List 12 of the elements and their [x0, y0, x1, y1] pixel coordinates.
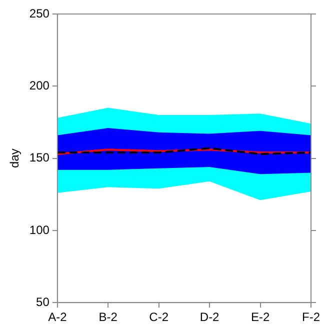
y-tick-label: 50: [36, 294, 50, 309]
x-tick-label: A-2: [48, 310, 68, 324]
x-tick-label: C-2: [149, 310, 169, 324]
x-tick-label: F-2: [302, 310, 320, 324]
y-axis-title: day: [8, 148, 22, 168]
y-tick-label: 200: [29, 78, 50, 92]
x-tick-label: E-2: [250, 310, 270, 324]
x-tick-label: D-2: [200, 310, 220, 324]
x-tick-label: B-2: [98, 310, 118, 324]
y-tick-label: 150: [29, 150, 50, 165]
y-tick-label: 250: [29, 6, 50, 20]
y-tick-label: 100: [29, 222, 50, 237]
